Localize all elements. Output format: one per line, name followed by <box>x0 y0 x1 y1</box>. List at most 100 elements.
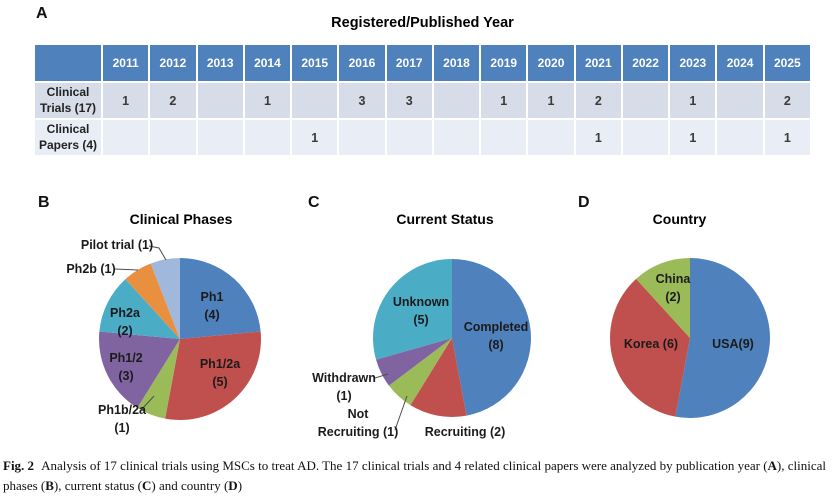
pie-label: Ph1b/2a <box>98 403 147 417</box>
panel-country: D Country USA(9) Korea (6) China (2) <box>570 190 839 452</box>
pie-label: (1) <box>114 421 129 435</box>
leader-line <box>148 245 167 261</box>
value-cell <box>197 120 243 155</box>
table-row: Clinical Trials (17) 1 2 1 3 3 1 1 2 1 2 <box>35 83 810 118</box>
panel-clinical-phases: B Clinical Phases Ph1 (4) Ph1/2a (5) Ph1b/2a… <box>30 190 300 452</box>
pie-label: Unknown <box>393 295 449 309</box>
pie-slice-not-recruiting <box>388 338 452 406</box>
pie-label: (4) <box>204 308 219 322</box>
caption-segment: A <box>767 458 777 473</box>
pie-slice-ph2a <box>99 279 180 339</box>
pie-slice-ph1-2 <box>99 331 180 408</box>
pie-slice-ph2b <box>125 263 180 339</box>
value-cell: 1 <box>481 83 527 118</box>
leader-line <box>114 268 139 271</box>
value-cell: 1 <box>670 120 716 155</box>
value-cell <box>622 83 669 118</box>
caption-segment: ) <box>237 477 243 493</box>
pie-label: Ph1/2a <box>200 357 241 371</box>
pie-slice-completed <box>452 259 531 416</box>
caption-fig-label: Fig. 2 <box>3 458 35 473</box>
pie-label: Ph2b (1) <box>66 262 115 276</box>
year-header-cell: 2021 <box>575 45 621 81</box>
value-cell <box>103 120 149 155</box>
panel-c-letter: C <box>308 194 320 211</box>
year-header-cell: 2012 <box>150 45 196 81</box>
value-cell: 1 <box>670 83 716 118</box>
country-title: Country <box>652 211 707 227</box>
year-header-cell: 2024 <box>717 45 763 81</box>
pie-label: (2) <box>665 290 680 304</box>
pie-label: Pilot trial (1) <box>81 238 153 252</box>
value-cell <box>292 83 338 118</box>
pie-label: (5) <box>413 313 428 327</box>
table-header-row: 2011 2012 2013 2014 2015 2016 2017 2018 2019 2020… <box>35 45 810 81</box>
year-header-cell: 2016 <box>339 45 385 81</box>
leader-line <box>140 395 155 411</box>
value-cell: 1 <box>764 120 810 155</box>
pie-label: Ph2a <box>110 306 141 320</box>
value-cell: 1 <box>528 83 574 118</box>
row-label-cell: Clinical Papers (4) <box>35 120 101 155</box>
pie-slice-china <box>636 258 690 338</box>
current-status-title: Current Status <box>396 211 494 227</box>
caption-segment: B <box>45 477 54 493</box>
pie-label: (5) <box>212 375 227 389</box>
caption-segment: ), clinical phases ( <box>3 458 827 493</box>
value-cell: 1 <box>292 120 338 155</box>
pie-row: B Clinical Phases Ph1 (4) Ph1/2a (5) Ph1b/2a… <box>30 190 839 452</box>
pie-slice-korea <box>609 278 690 417</box>
value-cell <box>717 83 763 118</box>
pie-label: (3) <box>118 369 133 383</box>
value-cell <box>197 83 243 118</box>
table-corner-cell <box>35 45 101 81</box>
value-cell <box>150 120 196 155</box>
pie-slice-recruiting <box>410 338 467 417</box>
clinical-phases-title: Clinical Phases <box>129 211 233 227</box>
pie-label: Ph1/2 <box>109 351 142 365</box>
value-cell: 1 <box>103 83 149 118</box>
pie-slice-ph1b-2a <box>137 339 180 419</box>
value-cell: 1 <box>244 83 291 118</box>
caption-segment: ), current status ( <box>53 477 143 493</box>
pie-label: Korea (6) <box>624 337 678 351</box>
value-cell <box>481 120 527 155</box>
clinical-phases-pie-chart: Ph1 (4) Ph1/2a (5) Ph1b/2a (1) Ph1/2 (3) Ph2a (2)… <box>66 238 261 435</box>
pie-slice-unknown <box>373 259 452 360</box>
year-header-cell: 2025 <box>764 45 810 81</box>
panel-d-letter: D <box>578 194 590 211</box>
caption-segment: Analysis of 17 clinical trials using MSC… <box>41 458 768 473</box>
registered-published-year-table: 2011 2012 2013 2014 2015 2016 2017 2018 2019 2020… <box>33 43 812 157</box>
pie-label: China <box>656 272 692 286</box>
year-header-cell: 2017 <box>386 45 432 81</box>
value-cell: 2 <box>764 83 810 118</box>
current-status-pie-chart: Completed (8) Recruiting (2) Not Recruiting … <box>312 259 531 439</box>
value-cell <box>528 120 574 155</box>
value-cell: 2 <box>575 83 621 118</box>
year-header-cell: 2019 <box>481 45 527 81</box>
panel-b-letter: B <box>38 194 50 211</box>
pie-label: (2) <box>117 324 132 338</box>
pie-label: USA(9) <box>712 337 754 351</box>
year-header-cell: 2014 <box>244 45 291 81</box>
country-pie-chart: USA(9) Korea (6) China (2) <box>609 258 770 418</box>
pie-slice-ph1-2a <box>165 331 261 420</box>
value-cell: 3 <box>339 83 385 118</box>
table-title: Registered/Published Year <box>331 15 514 31</box>
value-cell <box>433 120 480 155</box>
pie-label: (1) <box>336 389 351 403</box>
pie-slice-withdrawn <box>376 338 452 386</box>
panel-current-status: C Current Status Completed (8) Recruiting … <box>300 190 570 452</box>
year-header-cell: 2023 <box>670 45 716 81</box>
leader-line <box>394 395 408 431</box>
pie-label: Recruiting (1) <box>318 425 399 439</box>
value-cell <box>717 120 763 155</box>
value-cell: 2 <box>150 83 196 118</box>
pie-label: Completed <box>464 320 529 334</box>
year-header-cell: 2015 <box>292 45 338 81</box>
year-header-cell: 2018 <box>433 45 480 81</box>
value-cell <box>339 120 385 155</box>
pie-label: Not <box>348 407 370 421</box>
year-header-cell: 2020 <box>528 45 574 81</box>
row-label-cell: Clinical Trials (17) <box>35 83 101 118</box>
